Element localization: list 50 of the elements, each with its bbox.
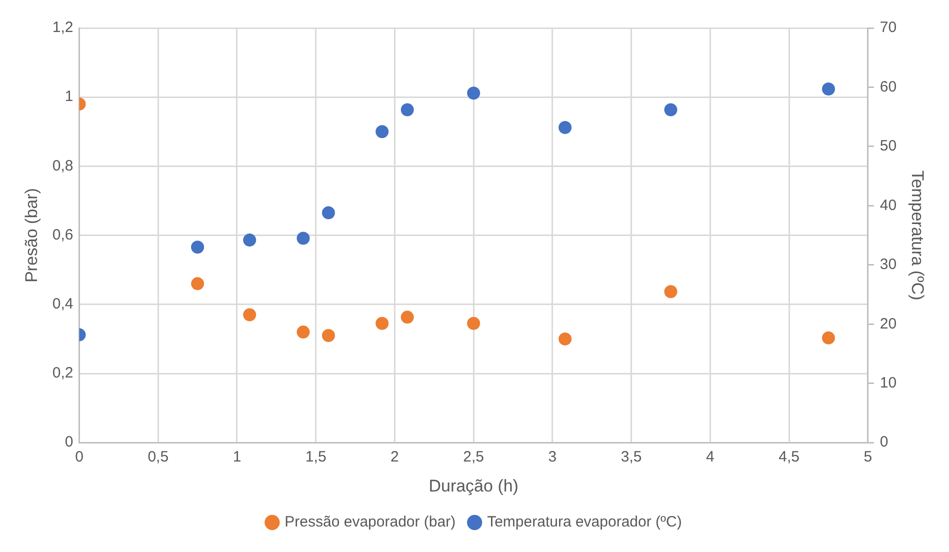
y2-tick-label: 50 — [880, 138, 897, 155]
y-axis-title: Presão (bar) — [22, 188, 41, 283]
x-tick-label: 2,5 — [463, 448, 484, 466]
point — [243, 308, 256, 322]
point — [467, 316, 480, 330]
x-axis-title: Duração (h) — [428, 476, 518, 496]
point — [243, 234, 256, 247]
point — [664, 285, 678, 298]
y2-tick-label: 60 — [880, 78, 897, 96]
y-tick-label: 0 — [64, 434, 74, 451]
y-tick-label: 0,6 — [52, 226, 74, 244]
point — [822, 82, 835, 96]
point — [400, 310, 414, 324]
x-tick-label: 1,5 — [305, 448, 326, 466]
x-tick-label: 3 — [548, 448, 557, 466]
point — [296, 232, 310, 245]
y-tick-label: 1,2 — [52, 19, 74, 36]
y-tick-label: 0,8 — [52, 157, 74, 174]
x-tick-label: 4 — [706, 448, 714, 466]
x-tick-label: 4,5 — [778, 448, 800, 466]
legend-label: Temperatura evaporador (ºC) — [487, 514, 682, 531]
y2-tick-label: 70 — [880, 19, 897, 36]
y-tick-label: 1 — [64, 88, 74, 106]
point — [558, 121, 572, 134]
y2-tick-label: 30 — [880, 256, 897, 274]
x-tick-label: 1 — [232, 448, 242, 466]
point — [467, 86, 480, 100]
point — [322, 206, 335, 220]
x-tick-label: 3,5 — [620, 448, 642, 466]
point — [191, 240, 204, 254]
y-tick-label: 0,2 — [52, 364, 74, 382]
point — [400, 103, 414, 116]
legend-label: Pressão evaporador (bar) — [284, 514, 456, 531]
point — [664, 103, 678, 116]
point — [376, 316, 389, 330]
y2-tick-label: 10 — [880, 374, 897, 392]
x-tick-label: 5 — [864, 448, 872, 466]
point — [296, 326, 310, 339]
x-tick-label: 2 — [390, 448, 399, 466]
point — [822, 331, 835, 344]
point — [322, 328, 335, 342]
y2-axis-title: Temperatura (ºC) — [908, 170, 928, 300]
point — [558, 332, 572, 346]
point — [376, 125, 389, 138]
y2-tick-label: 40 — [880, 196, 897, 214]
y2-tick-label: 0 — [880, 434, 888, 451]
point — [191, 277, 204, 290]
y-tick-label: 0,4 — [52, 296, 74, 313]
y2-tick-label: 20 — [880, 315, 897, 332]
x-tick-label: 0,5 — [148, 448, 169, 466]
